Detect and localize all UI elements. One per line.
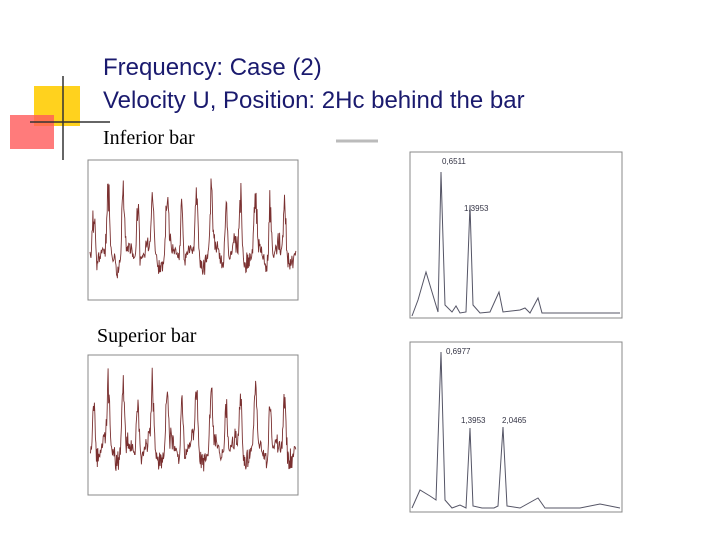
- section-label: Inferior bar: [103, 127, 195, 150]
- plot-frame: [87, 159, 299, 301]
- title: Frequency: Case (2): [103, 54, 322, 81]
- peak-label: 2,0465: [502, 416, 527, 425]
- section-label: Superior bar: [97, 325, 197, 348]
- plot-frame: [409, 151, 623, 319]
- plot-frame: [409, 341, 623, 513]
- plot-frame: [87, 354, 299, 496]
- peak-label: 1,3953: [464, 204, 489, 213]
- title: Velocity U, Position: 2Hc behind the bar: [103, 87, 525, 114]
- peak-label: 0,6977: [446, 347, 471, 356]
- spectrum: [411, 171, 620, 317]
- deco-square: [10, 115, 54, 149]
- peak-label: 1,3953: [461, 416, 486, 425]
- signal: [89, 367, 297, 472]
- signal: [89, 178, 297, 279]
- spectrum: [411, 351, 621, 509]
- peak-label: 0,6511: [442, 157, 466, 166]
